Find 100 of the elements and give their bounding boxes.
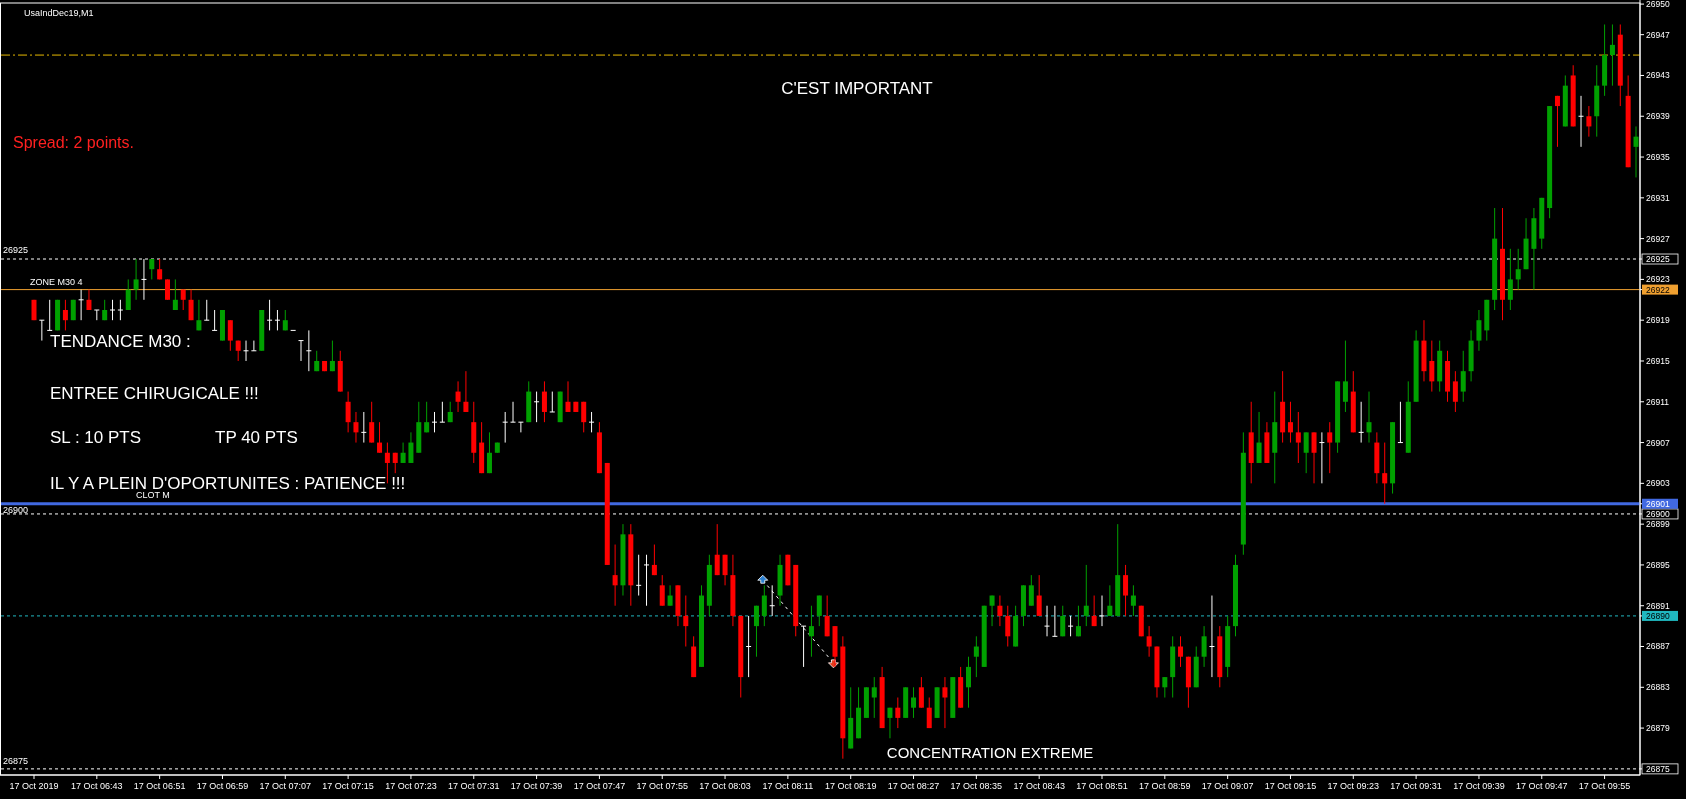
ref-line-label: 26900 [3, 504, 29, 515]
candlestick [973, 635, 979, 678]
candlestick [1201, 625, 1207, 668]
candlestick [46, 299, 53, 331]
y-tick-label: 26895 [1646, 559, 1670, 570]
candlestick [1044, 605, 1051, 637]
y-tick-label: 26875 [1646, 763, 1670, 774]
candlestick [400, 442, 406, 464]
x-tick-label: 17 Oct 09:15 [1264, 781, 1317, 791]
x-tick-label: 17 Oct 07:47 [573, 781, 626, 791]
y-tick-label: 26950 [1646, 0, 1670, 10]
x-tick-label: 17 Oct 09:39 [1453, 781, 1505, 791]
candlestick [659, 574, 665, 607]
candlestick [643, 554, 650, 607]
x-tick-label: 17 Oct 08:03 [699, 781, 751, 791]
candlestick [165, 278, 170, 301]
candlestick [714, 523, 720, 576]
y-tick-label: 26923 [1646, 274, 1670, 285]
candlestick [966, 656, 971, 709]
x-tick-label: 17 Oct 08:35 [950, 781, 1003, 791]
candlestick [266, 299, 273, 331]
x-tick-label: 17 Oct 08:19 [824, 781, 877, 791]
candlestick [1099, 595, 1105, 627]
y-tick-label: 26883 [1646, 682, 1670, 693]
candlestick [1051, 605, 1058, 637]
x-tick-label: 17 Oct 09:31 [1390, 781, 1442, 791]
candlestick [1295, 411, 1301, 464]
candlestick [541, 380, 547, 423]
candlestick [109, 299, 116, 321]
candlestick [808, 605, 814, 658]
y-tick-label: 26925 [1646, 253, 1670, 264]
candlestick [824, 595, 830, 637]
candlestick [1515, 248, 1521, 291]
candlestick [1452, 370, 1458, 413]
candlestick [188, 289, 194, 321]
x-tick-label: 17 Oct 09:55 [1578, 781, 1631, 791]
x-tick-label: 17 Oct 08:43 [1013, 781, 1065, 791]
candlestick [517, 421, 524, 433]
candlestick [533, 391, 540, 423]
candlestick [62, 299, 68, 331]
x-tick-label: 17 Oct 06:43 [71, 781, 123, 791]
ref-line-label: 26925 [3, 245, 29, 256]
candlestick [227, 319, 233, 352]
candlestick [1005, 605, 1011, 648]
y-tick-label: 26947 [1646, 29, 1670, 40]
candlestick [196, 299, 202, 331]
candlestick [486, 431, 492, 474]
candlestick [243, 340, 250, 362]
candlestick [1311, 431, 1317, 484]
candlestick [149, 258, 155, 280]
candlestick [1358, 401, 1365, 444]
candlestick [203, 299, 210, 321]
x-tick-label: 17 Oct 07:15 [322, 781, 374, 791]
candlestick [455, 380, 461, 413]
y-tick-label: 26931 [1646, 192, 1670, 203]
y-tick-label: 26900 [1646, 508, 1670, 519]
candlestick [1287, 401, 1293, 444]
candlestick [1178, 635, 1184, 668]
y-tick-label: 26890 [1646, 610, 1670, 621]
x-tick-label: 17 Oct 2019 [9, 781, 59, 791]
candlestick [360, 411, 367, 444]
candlestick [133, 258, 139, 301]
candlestick [1366, 391, 1372, 444]
candlestick [588, 411, 595, 433]
x-tick-label: 17 Oct 09:47 [1515, 781, 1568, 791]
ref-line-label: ZONE M30 4 [30, 276, 83, 287]
y-tick-label: 26939 [1646, 111, 1670, 122]
x-tick-label: 17 Oct 08:27 [887, 781, 940, 791]
y-tick-label: 26922 [1646, 284, 1670, 295]
candlestick [1586, 105, 1592, 138]
candlestick [1083, 564, 1089, 627]
candlestick [463, 370, 469, 413]
candlestick [635, 554, 642, 597]
x-tick-label: 17 Oct 07:39 [510, 781, 563, 791]
candlestick [667, 584, 673, 607]
candlestick [549, 391, 556, 413]
candlestick [942, 676, 948, 729]
candlestick [125, 278, 131, 311]
candlestick [612, 544, 618, 607]
x-tick-label: 17 Oct 09:07 [1201, 781, 1254, 791]
x-tick-label: 17 Oct 07:31 [447, 781, 500, 791]
candlestick [1342, 340, 1348, 413]
x-tick-label: 17 Oct 08:11 [762, 781, 814, 791]
candlestick [38, 319, 45, 342]
y-tick-label: 26899 [1646, 519, 1670, 530]
candlestick [1327, 421, 1333, 474]
annotation: Spread: 2 points. [13, 134, 134, 152]
candlestick [353, 411, 359, 444]
candlestick [1554, 95, 1560, 148]
candlestick [887, 707, 893, 739]
candlestick [871, 676, 877, 719]
candlestick [1075, 605, 1081, 637]
x-tick-label: 17 Oct 07:23 [385, 781, 437, 791]
candlestick [1318, 431, 1325, 484]
candlestick [1123, 564, 1129, 617]
candlestick [1256, 411, 1262, 464]
x-tick-label: 17 Oct 07:07 [259, 781, 312, 791]
candlestick [439, 401, 446, 423]
x-tick-label: 17 Oct 06:51 [133, 781, 186, 791]
candlestick [1146, 625, 1152, 658]
